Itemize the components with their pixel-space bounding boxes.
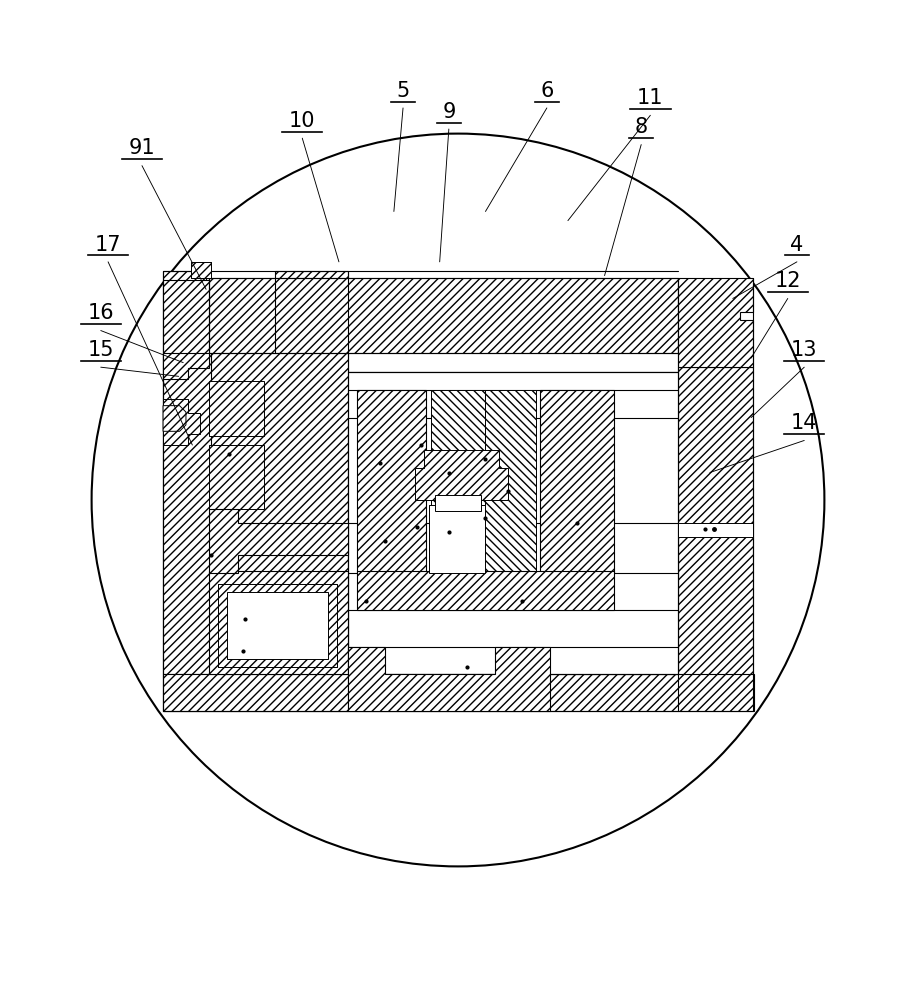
Text: 12: 12 <box>775 271 801 291</box>
Bar <box>191 262 211 278</box>
Bar <box>209 571 348 674</box>
Polygon shape <box>678 278 753 367</box>
Polygon shape <box>415 450 508 500</box>
Polygon shape <box>163 271 678 711</box>
Text: 16: 16 <box>87 303 114 323</box>
Bar <box>678 367 753 688</box>
Text: 8: 8 <box>635 117 648 137</box>
Bar <box>485 390 536 573</box>
Text: 15: 15 <box>88 340 114 360</box>
Text: 10: 10 <box>289 111 315 131</box>
Text: 91: 91 <box>128 138 156 158</box>
Bar <box>163 674 754 711</box>
Bar <box>357 390 426 573</box>
Polygon shape <box>163 353 209 379</box>
Bar <box>218 584 337 667</box>
Text: 17: 17 <box>95 235 121 255</box>
Bar <box>357 571 614 610</box>
Polygon shape <box>163 406 186 431</box>
Bar <box>678 523 753 537</box>
Bar <box>163 280 211 674</box>
Polygon shape <box>163 399 200 445</box>
Text: 6: 6 <box>540 81 553 101</box>
Bar <box>209 381 264 436</box>
Circle shape <box>92 134 824 866</box>
Text: 9: 9 <box>442 102 455 122</box>
Text: 14: 14 <box>791 413 817 433</box>
Bar <box>431 390 485 573</box>
Text: 11: 11 <box>638 88 663 108</box>
Bar <box>218 584 337 667</box>
Bar <box>209 445 264 509</box>
Bar <box>227 592 328 659</box>
Bar <box>209 278 678 353</box>
Bar <box>540 390 614 573</box>
Text: 5: 5 <box>397 81 409 101</box>
Bar <box>348 372 678 674</box>
Bar <box>435 495 481 511</box>
Text: 13: 13 <box>791 340 817 360</box>
Bar <box>429 505 485 573</box>
Text: 4: 4 <box>791 235 803 255</box>
Polygon shape <box>209 509 348 573</box>
Bar <box>191 262 211 278</box>
Polygon shape <box>348 647 550 711</box>
